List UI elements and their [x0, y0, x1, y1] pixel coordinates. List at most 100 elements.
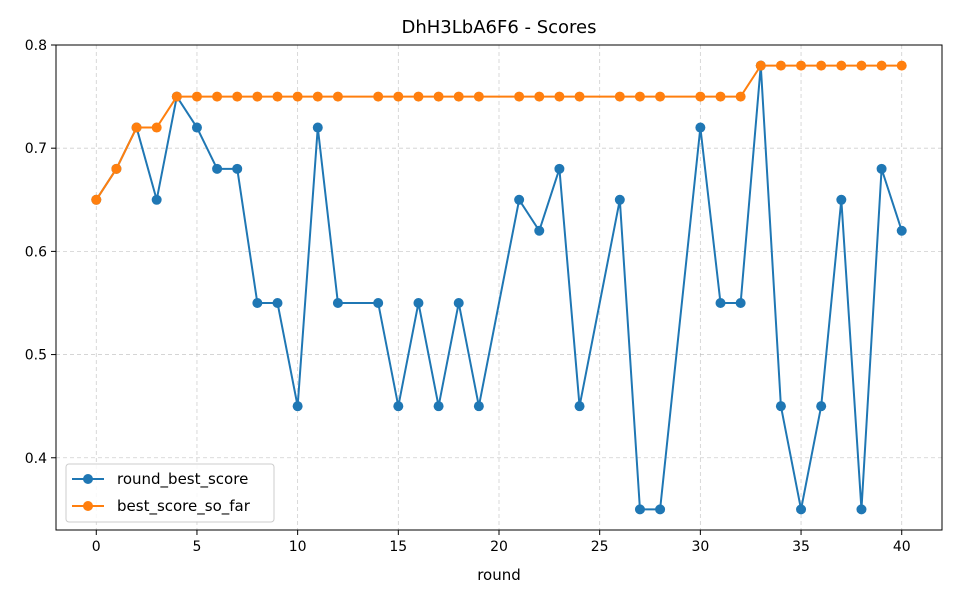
data-point: [312, 122, 323, 133]
data-point: [735, 91, 746, 102]
data-point: [332, 91, 343, 102]
x-tick-label: 0: [92, 539, 101, 555]
x-tick-label: 5: [192, 539, 201, 555]
data-point: [514, 91, 525, 102]
data-point: [816, 60, 827, 71]
y-tick-label: 0.6: [25, 244, 47, 260]
plot-series: [91, 60, 907, 515]
data-point: [312, 91, 323, 102]
x-tick-label: 40: [893, 539, 911, 555]
data-point: [232, 163, 243, 174]
data-point: [796, 504, 807, 515]
data-point: [554, 91, 565, 102]
y-tick-label: 0.8: [25, 38, 47, 54]
chart-title: DhH3LbA6F6 - Scores: [401, 17, 596, 38]
y-tick-label: 0.4: [25, 451, 47, 467]
data-point: [715, 297, 726, 308]
data-point: [816, 401, 827, 412]
y-tick-label: 0.7: [25, 141, 47, 157]
data-point: [655, 91, 666, 102]
data-point: [554, 163, 565, 174]
data-point: [534, 91, 545, 102]
y-axis-ticks: 0.4 0.5 0.6 0.7 0.8: [25, 38, 56, 467]
x-axis-label: round: [477, 566, 521, 584]
grid-lines: [56, 44, 942, 530]
data-point: [212, 163, 223, 174]
x-tick-label: 15: [389, 539, 407, 555]
data-point: [151, 122, 162, 133]
data-point: [856, 60, 867, 71]
data-point: [514, 194, 525, 205]
data-point: [373, 297, 384, 308]
data-point: [755, 60, 766, 71]
data-point: [796, 60, 807, 71]
data-point: [453, 297, 464, 308]
data-point: [715, 91, 726, 102]
data-point: [272, 297, 283, 308]
data-point: [614, 194, 625, 205]
legend-item: round_best_score: [72, 470, 248, 489]
data-point: [876, 60, 887, 71]
legend-marker: [83, 501, 93, 511]
data-point: [695, 91, 706, 102]
data-point: [574, 401, 585, 412]
legend-label: round_best_score: [117, 470, 248, 489]
data-point: [272, 91, 283, 102]
data-point: [896, 60, 907, 71]
data-point: [695, 122, 706, 133]
data-point: [212, 91, 223, 102]
data-point: [453, 91, 464, 102]
data-point: [131, 122, 142, 133]
data-point: [614, 91, 625, 102]
data-point: [836, 60, 847, 71]
data-point: [735, 297, 746, 308]
data-point: [393, 401, 404, 412]
data-point: [252, 297, 263, 308]
data-point: [473, 91, 484, 102]
y-tick-label: 0.5: [25, 348, 47, 364]
legend-item: best_score_so_far: [72, 497, 251, 516]
data-point: [91, 194, 102, 205]
data-point: [775, 401, 786, 412]
data-point: [836, 194, 847, 205]
data-point: [634, 91, 645, 102]
x-axis-ticks: 0 5 10 15 20 25 30 35 40: [92, 530, 911, 555]
data-point: [634, 504, 645, 515]
data-point: [111, 163, 122, 174]
series-best_score_so_far: [91, 60, 907, 205]
data-point: [191, 122, 202, 133]
data-point: [876, 163, 887, 174]
data-point: [171, 91, 182, 102]
data-point: [856, 504, 867, 515]
data-point: [433, 91, 444, 102]
data-point: [292, 91, 303, 102]
data-point: [191, 91, 202, 102]
data-point: [413, 297, 424, 308]
data-point: [473, 401, 484, 412]
x-tick-label: 25: [591, 539, 609, 555]
x-tick-label: 35: [792, 539, 810, 555]
data-point: [252, 91, 263, 102]
data-point: [232, 91, 243, 102]
legend: round_best_score best_score_so_far: [65, 463, 275, 523]
data-point: [393, 91, 404, 102]
data-point: [534, 225, 545, 236]
legend-box: [65, 463, 275, 523]
x-tick-label: 20: [490, 539, 508, 555]
data-point: [655, 504, 666, 515]
data-point: [373, 91, 384, 102]
x-tick-label: 30: [691, 539, 709, 555]
data-point: [413, 91, 424, 102]
data-point: [332, 297, 343, 308]
legend-marker: [83, 474, 93, 484]
x-tick-label: 10: [289, 539, 307, 555]
data-point: [775, 60, 786, 71]
data-point: [896, 225, 907, 236]
legend-label: best_score_so_far: [117, 497, 251, 516]
data-point: [151, 194, 162, 205]
data-point: [433, 401, 444, 412]
data-point: [574, 91, 585, 102]
data-point: [292, 401, 303, 412]
